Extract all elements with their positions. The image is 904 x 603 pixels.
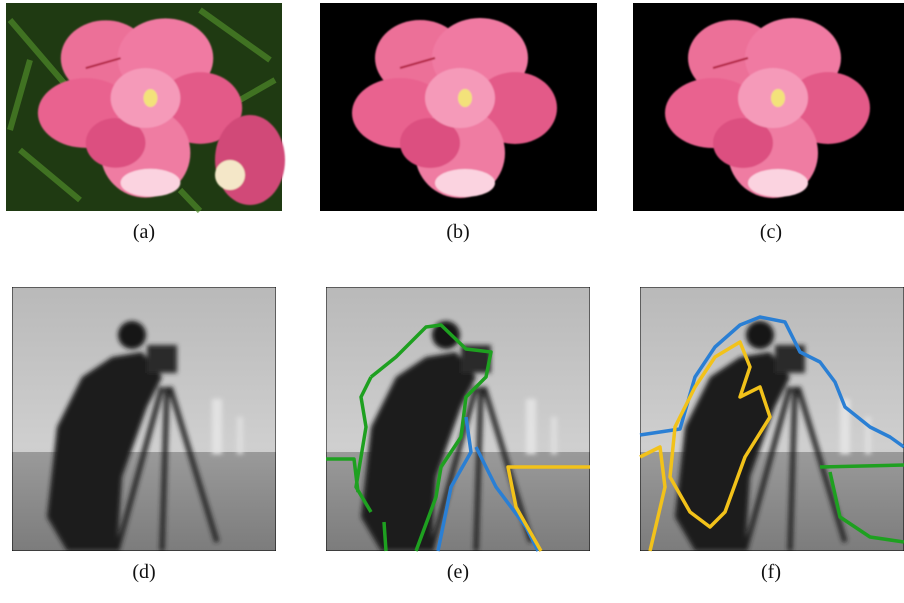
caption: (d) <box>132 561 155 583</box>
panel-b <box>320 3 597 211</box>
panel-c <box>633 3 904 211</box>
panel-e <box>326 287 590 552</box>
panel-d <box>12 287 276 551</box>
panel-a <box>6 3 285 214</box>
caption: (e) <box>447 561 469 583</box>
caption: (a) <box>133 221 155 243</box>
panel-f <box>639 287 904 552</box>
caption: (c) <box>760 221 782 243</box>
caption: (b) <box>446 221 469 243</box>
caption: (f) <box>761 561 781 583</box>
